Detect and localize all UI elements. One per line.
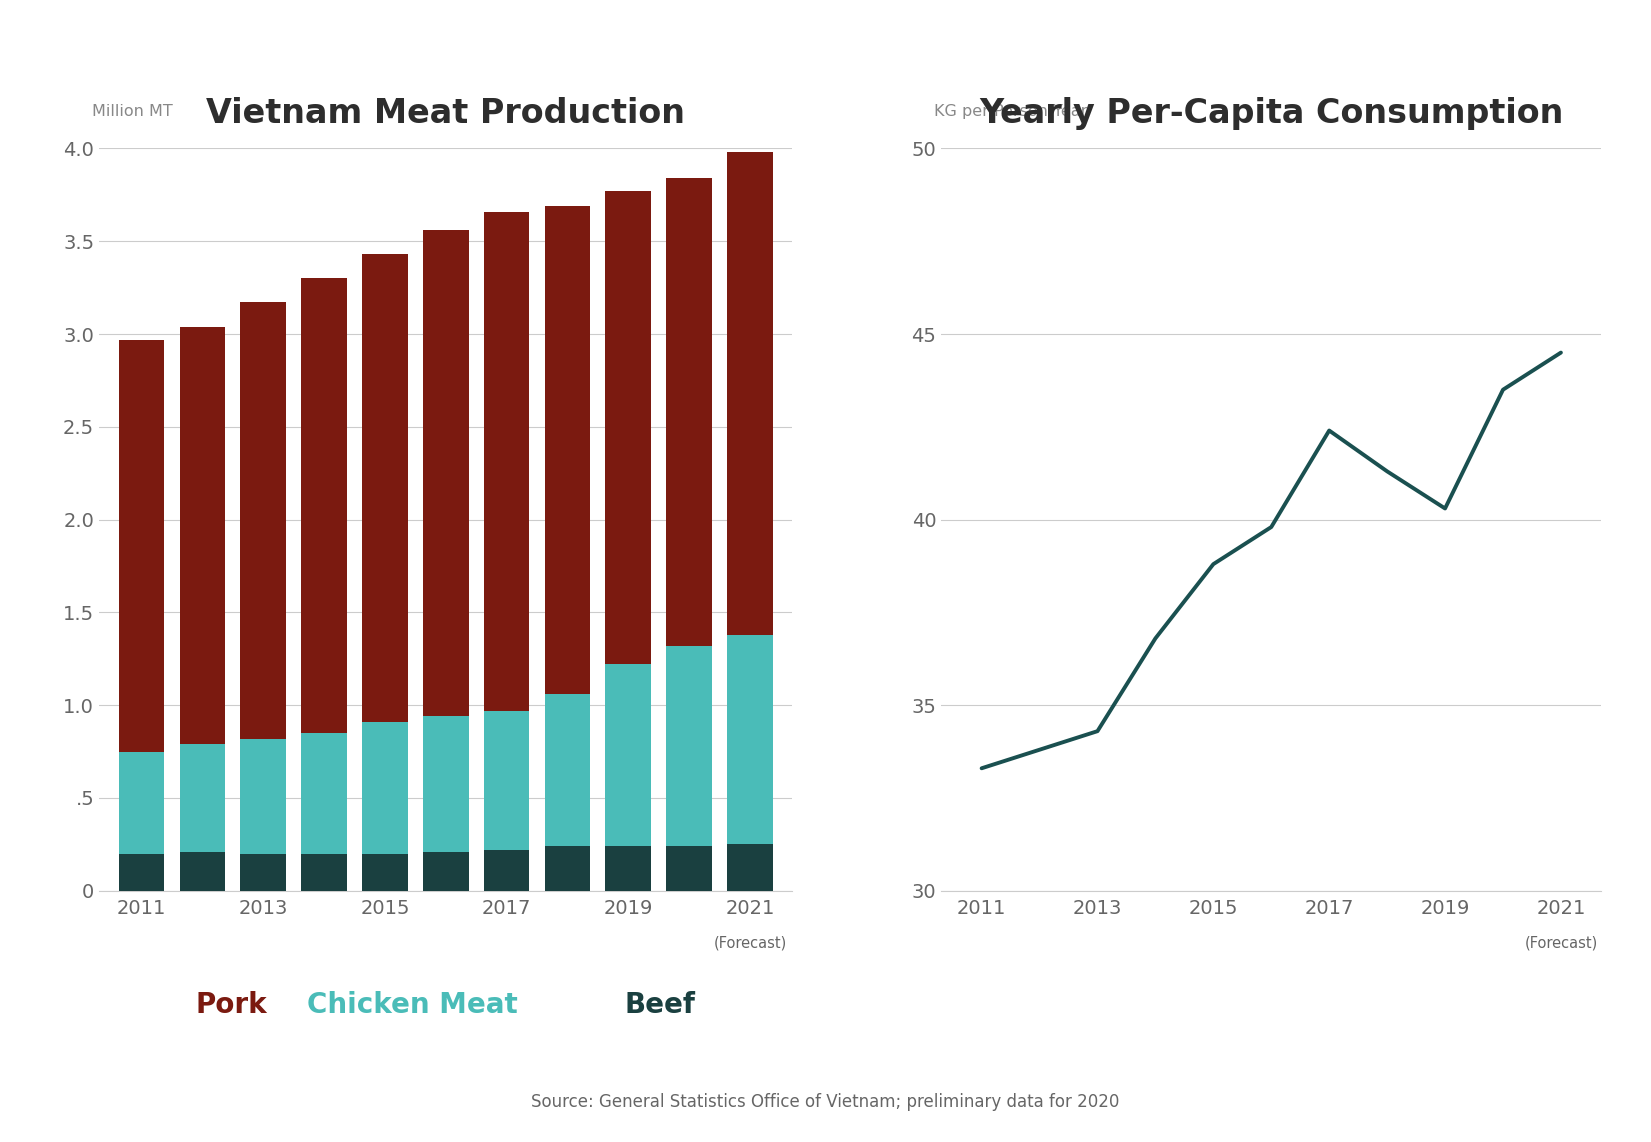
Bar (667, 178, 712, 646)
Text: Beef: Beef (624, 991, 697, 1019)
Bar (667, 646, 712, 846)
Bar (423, 716, 469, 852)
Text: Chicken Meat: Chicken Meat (307, 991, 518, 1019)
Bar (362, 255, 408, 722)
Bar (726, 635, 773, 844)
Bar (180, 852, 225, 891)
Bar (300, 854, 347, 891)
Text: Pork: Pork (195, 991, 267, 1019)
Text: Source: General Statistics Office of Vietnam; preliminary data for 2020: Source: General Statistics Office of Vie… (532, 1093, 1119, 1111)
Text: KG per Person/Year: KG per Person/Year (934, 104, 1088, 119)
Bar (545, 206, 589, 694)
Text: Million MT: Million MT (92, 104, 173, 119)
Bar (362, 854, 408, 891)
Bar (726, 844, 773, 891)
Bar (484, 850, 530, 891)
Bar (119, 854, 165, 891)
Title: Vietnam Meat Production: Vietnam Meat Production (206, 97, 685, 130)
Bar (545, 694, 589, 846)
Bar (423, 231, 469, 716)
Bar (119, 751, 165, 854)
Bar (484, 211, 530, 710)
Bar (545, 846, 589, 891)
Bar (606, 191, 650, 665)
Bar (423, 852, 469, 891)
Bar (484, 710, 530, 850)
Text: (Forecast): (Forecast) (1524, 935, 1598, 950)
Title: Yearly Per-Capita Consumption: Yearly Per-Capita Consumption (979, 97, 1563, 130)
Bar (300, 279, 347, 733)
Bar (241, 739, 286, 854)
Bar (180, 745, 225, 852)
Bar (667, 846, 712, 891)
Bar (241, 854, 286, 891)
Bar (606, 846, 650, 891)
Bar (300, 733, 347, 854)
Bar (726, 152, 773, 635)
Text: (Forecast): (Forecast) (713, 935, 786, 950)
Bar (362, 722, 408, 854)
Bar (606, 665, 650, 846)
Bar (180, 327, 225, 745)
Bar (241, 303, 286, 739)
Bar (119, 339, 165, 751)
